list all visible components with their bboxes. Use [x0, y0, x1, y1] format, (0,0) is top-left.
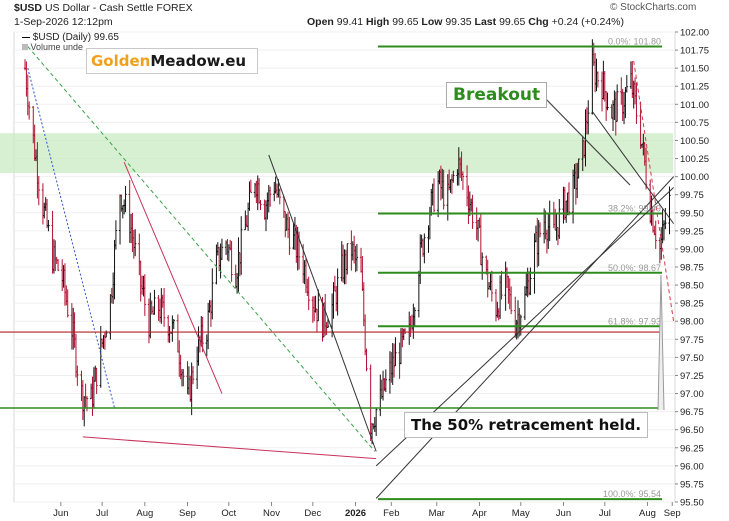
low-value: 99.35: [445, 16, 472, 28]
y-tick-label: 101.00: [680, 100, 709, 111]
volume-label: Volume unde: [30, 42, 84, 52]
source-credit[interactable]: © StockCharts.com: [610, 2, 697, 13]
y-tick-label: 99.25: [680, 226, 704, 237]
y-axis: 102.00 101.75 101.50 101.25 101.00 100.75 100.…: [675, 28, 709, 509]
last-value: 99.65: [499, 16, 526, 28]
x-tick-label: Aug: [639, 508, 656, 519]
breakout-annotation: Breakout: [446, 82, 548, 108]
open-label: Open: [307, 16, 334, 28]
y-tick-label: 102.00: [680, 28, 709, 39]
x-tick-label: Sep: [179, 508, 196, 519]
y-tick-label: 100.75: [680, 118, 709, 129]
x-tick-label: Jun: [556, 508, 571, 519]
chart-title: $USD US Dollar - Cash Settle FOREX: [14, 2, 193, 14]
y-tick-label: 96.00: [680, 461, 704, 472]
volume-swatch: [22, 44, 28, 50]
y-tick-label: 96.75: [680, 407, 704, 418]
red-trendline-aug: [123, 161, 223, 394]
fibonacci-label: 50.0%: 98.67: [608, 263, 661, 273]
exchange: FOREX: [156, 2, 193, 14]
horizontal-levels: [0, 45, 662, 501]
breakout-arrow: [541, 94, 631, 186]
x-tick-label: Jul: [96, 508, 108, 519]
y-tick-label: 101.25: [680, 82, 709, 93]
x-tick-label: Dec: [304, 508, 321, 519]
x-tick-label: Jul: [599, 508, 611, 519]
support-zone: [0, 133, 673, 173]
golden-meadow-logo: Golden Meadow.eu: [86, 48, 258, 74]
low-label: Low: [421, 16, 443, 28]
x-tick-label: 2026: [345, 508, 366, 519]
y-tick-label: 99.50: [680, 208, 704, 219]
y-tick-label: 97.50: [680, 353, 704, 364]
x-tick-label: Jun: [53, 508, 68, 519]
retracement-annotation: The 50% retracement held.: [404, 412, 649, 438]
blue-dotted-trendline: [27, 68, 116, 409]
y-tick-label: 100.50: [680, 136, 709, 147]
black-trendline-nov: [268, 154, 377, 452]
fibonacci-label: 100.0%: 95.54: [603, 489, 661, 499]
symbol: $USD: [14, 2, 43, 14]
y-tick-label: 96.25: [680, 443, 704, 454]
black-rising-trendline: [375, 176, 674, 499]
y-tick-label: 99.00: [680, 244, 704, 255]
y-tick-label: 101.50: [680, 64, 709, 75]
fibonacci-label: 61.8%: 97.93: [608, 316, 661, 326]
x-tick-label: Mar: [429, 508, 445, 519]
chg-value: +0.24 (+0.24%): [551, 16, 624, 28]
y-tick-label: 98.75: [680, 263, 704, 274]
y-tick-label: 98.00: [680, 317, 704, 328]
high-value: 99.65: [392, 16, 419, 28]
green-dashed-trendline: [27, 46, 376, 452]
y-tick-label: 100.00: [680, 172, 709, 183]
instrument-name: US Dollar - Cash Settle: [44, 2, 154, 14]
high-label: High: [365, 16, 390, 28]
red-dashed-trendline: [633, 60, 675, 322]
y-tick-label: 95.50: [680, 498, 704, 509]
series-legend: $USD (Daily) 99.65: [22, 32, 119, 43]
annotation-arrows: [541, 94, 665, 411]
open-value: 99.41: [336, 16, 364, 28]
logo-part-meadow: Meadow.eu: [150, 52, 247, 70]
y-tick-label: 97.25: [680, 371, 704, 382]
x-tick-label: Aug: [136, 508, 153, 519]
retracement-arrow: [657, 274, 665, 411]
x-tick-label: Sep: [664, 508, 681, 519]
x-tick-label: Feb: [383, 508, 399, 519]
price-bars: [23, 39, 671, 445]
y-tick-label: 100.25: [680, 154, 709, 165]
y-tick-label: 97.00: [680, 389, 704, 400]
y-tick-label: 96.50: [680, 425, 704, 436]
fibonacci-label: 0.0%: 101.80: [608, 36, 661, 46]
chg-label: Chg: [528, 16, 549, 28]
logo-part-golden: Golden: [91, 52, 151, 70]
y-tick-label: 95.75: [680, 479, 704, 490]
x-tick-label: Oct: [221, 508, 236, 519]
legend-swatch: [22, 36, 30, 38]
volume-legend: Volume unde: [22, 42, 83, 52]
y-tick-label: 98.25: [680, 299, 704, 310]
x-axis: Jun Jul Aug Sep Oct Nov Dec 2026 Feb Mar Apr May Jun…: [53, 502, 681, 519]
x-tick-label: Nov: [263, 508, 280, 519]
ohlc-readout: Open 99.41 High 99.65 Low 99.35 Last 99.…: [307, 16, 624, 28]
y-tick-label: 97.75: [680, 335, 704, 346]
red-lower-trendline: [82, 436, 377, 460]
black-falling-trendline: [591, 111, 675, 224]
legend-label: $USD (Daily) 99.65: [32, 32, 119, 43]
support-zone-band: [0, 133, 673, 173]
last-label: Last: [474, 16, 497, 28]
chart-date: 1-Sep-2026 12:12pm: [14, 16, 113, 28]
x-tick-label: May: [512, 508, 530, 519]
fibonacci-label: 38.2%: 99.49: [608, 203, 661, 213]
y-tick-label: 99.75: [680, 190, 704, 201]
fibonacci-labels: 0.0%: 101.80 38.2%: 99.49 50.0%: 98.67 61.8…: [603, 36, 661, 499]
x-tick-label: Apr: [472, 508, 487, 519]
y-tick-label: 98.50: [680, 281, 704, 292]
y-tick-label: 101.75: [680, 46, 709, 57]
